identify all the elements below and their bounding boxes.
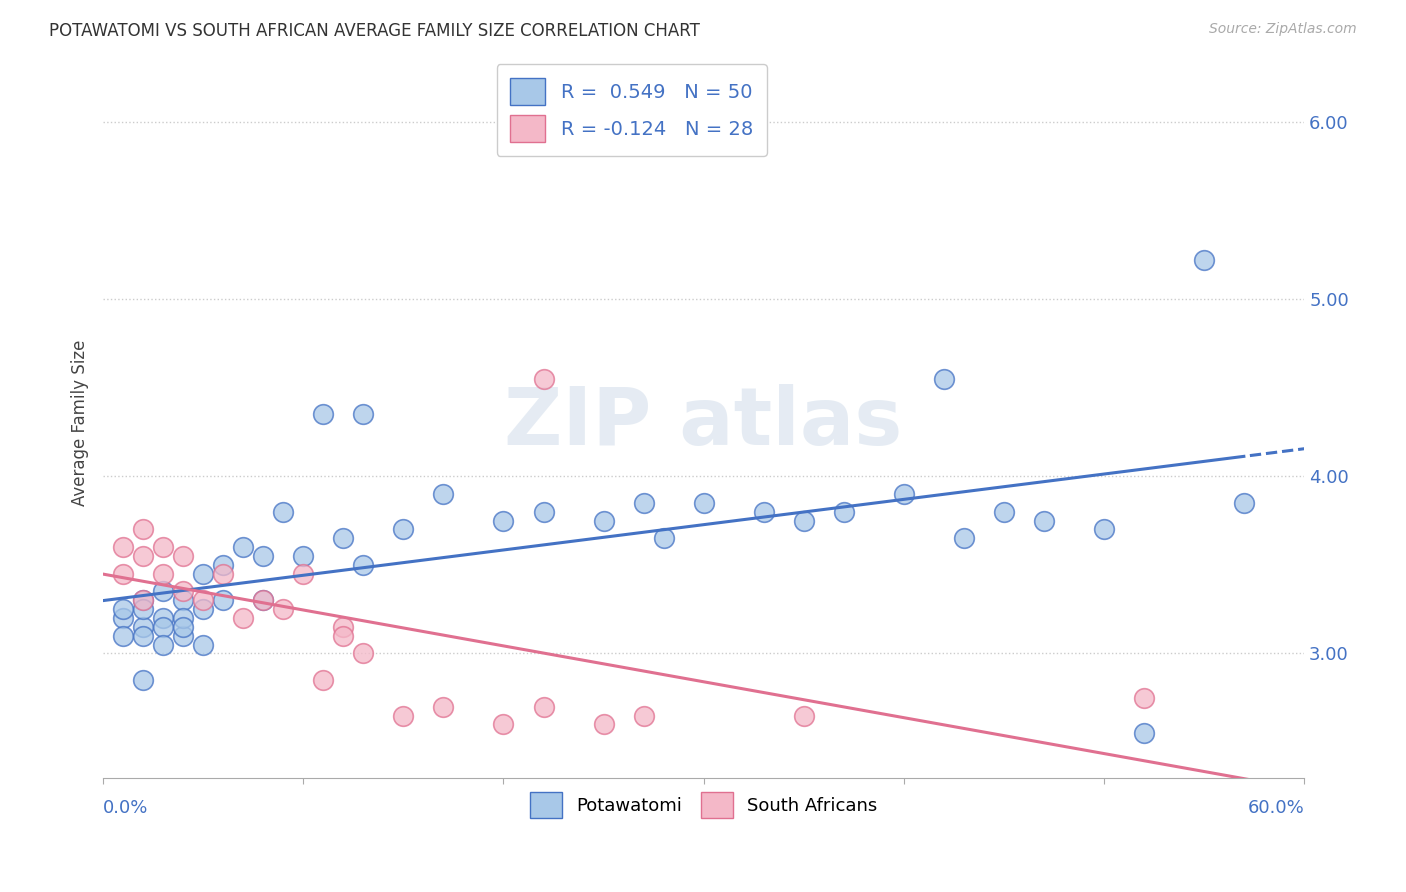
Point: [533, 372, 555, 386]
Point: [112, 611, 135, 625]
Point: [132, 522, 155, 536]
Point: [152, 620, 174, 634]
Point: [112, 540, 135, 554]
Point: [793, 708, 815, 723]
Text: ZIP atlas: ZIP atlas: [505, 384, 903, 462]
Point: [592, 717, 614, 731]
Point: [132, 593, 155, 607]
Point: [953, 531, 976, 545]
Point: [492, 514, 515, 528]
Point: [193, 638, 215, 652]
Point: [1233, 496, 1256, 510]
Point: [252, 593, 274, 607]
Point: [692, 496, 714, 510]
Point: [292, 549, 315, 563]
Point: [633, 708, 655, 723]
Point: [292, 566, 315, 581]
Point: [132, 593, 155, 607]
Point: [793, 514, 815, 528]
Point: [652, 531, 675, 545]
Point: [832, 505, 855, 519]
Point: [112, 566, 135, 581]
Point: [152, 566, 174, 581]
Point: [332, 531, 354, 545]
Point: [172, 549, 194, 563]
Point: [132, 549, 155, 563]
Point: [271, 602, 294, 616]
Point: [392, 522, 415, 536]
Point: [152, 540, 174, 554]
Point: [312, 407, 335, 421]
Point: [172, 629, 194, 643]
Point: [1133, 726, 1156, 740]
Legend: Potawatomi, South Africans: Potawatomi, South Africans: [523, 785, 884, 825]
Point: [172, 593, 194, 607]
Point: [332, 620, 354, 634]
Point: [132, 673, 155, 687]
Point: [352, 407, 374, 421]
Point: [212, 566, 235, 581]
Point: [252, 549, 274, 563]
Point: [112, 629, 135, 643]
Point: [172, 584, 194, 599]
Point: [193, 602, 215, 616]
Point: [1033, 514, 1056, 528]
Point: [492, 717, 515, 731]
Point: [271, 505, 294, 519]
Point: [132, 629, 155, 643]
Point: [352, 647, 374, 661]
Point: [232, 540, 254, 554]
Point: [332, 629, 354, 643]
Point: [132, 602, 155, 616]
Text: 0.0%: 0.0%: [103, 799, 149, 817]
Y-axis label: Average Family Size: Average Family Size: [72, 340, 89, 507]
Point: [993, 505, 1015, 519]
Point: [193, 566, 215, 581]
Point: [633, 496, 655, 510]
Point: [352, 558, 374, 572]
Point: [312, 673, 335, 687]
Point: [152, 611, 174, 625]
Point: [193, 593, 215, 607]
Point: [232, 611, 254, 625]
Point: [432, 699, 454, 714]
Point: [172, 611, 194, 625]
Point: [592, 514, 614, 528]
Point: [432, 487, 454, 501]
Point: [533, 699, 555, 714]
Point: [152, 638, 174, 652]
Point: [212, 558, 235, 572]
Text: 60.0%: 60.0%: [1247, 799, 1305, 817]
Point: [932, 372, 955, 386]
Point: [752, 505, 775, 519]
Point: [212, 593, 235, 607]
Point: [893, 487, 915, 501]
Text: Source: ZipAtlas.com: Source: ZipAtlas.com: [1209, 22, 1357, 37]
Point: [1133, 690, 1156, 705]
Point: [1092, 522, 1115, 536]
Point: [172, 620, 194, 634]
Point: [152, 584, 174, 599]
Point: [533, 505, 555, 519]
Point: [392, 708, 415, 723]
Point: [1192, 252, 1215, 267]
Text: POTAWATOMI VS SOUTH AFRICAN AVERAGE FAMILY SIZE CORRELATION CHART: POTAWATOMI VS SOUTH AFRICAN AVERAGE FAMI…: [49, 22, 700, 40]
Point: [252, 593, 274, 607]
Point: [112, 602, 135, 616]
Point: [132, 620, 155, 634]
